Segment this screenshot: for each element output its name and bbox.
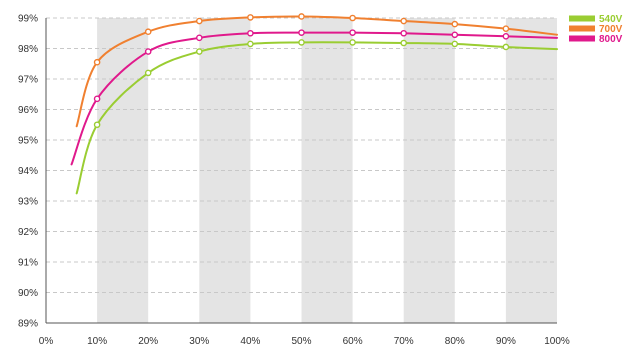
series-markers — [93, 13, 510, 129]
axes — [45, 18, 557, 324]
data-point-800V — [93, 95, 101, 103]
data-point-700V — [195, 17, 203, 25]
data-point-540V — [195, 48, 203, 55]
legend-label: 540V — [599, 14, 623, 25]
y-tick-label: 98% — [18, 44, 38, 55]
data-point-700V — [451, 20, 459, 28]
data-point-800V — [247, 29, 254, 37]
y-tick-label: 96% — [18, 105, 38, 116]
data-point-700V — [93, 58, 101, 66]
y-tick-label: 99% — [18, 14, 38, 25]
y-tick-label: 92% — [18, 227, 38, 238]
data-point-800V — [400, 29, 408, 37]
data-point-700V — [298, 13, 305, 20]
data-point-700V — [144, 28, 152, 36]
data-point-800V — [298, 29, 305, 36]
legend-label: 700V — [599, 24, 623, 35]
y-tick-label: 95% — [18, 136, 38, 147]
y-tick-label: 91% — [18, 258, 38, 269]
data-point-800V — [502, 33, 510, 40]
x-tick-label: 20% — [138, 336, 158, 347]
data-point-800V — [144, 48, 152, 55]
y-tick-label: 97% — [18, 75, 38, 86]
y-tick-label: 90% — [18, 288, 38, 299]
legend-swatch — [569, 35, 595, 42]
y-tick-labels: 89% 90% 91% 92% 93% 94% 95% 96% 97% 98% 99% — [18, 14, 38, 330]
data-point-700V — [502, 25, 510, 32]
x-tick-label: 80% — [445, 336, 465, 347]
x-tick-label: 70% — [394, 336, 414, 347]
y-tick-label: 94% — [18, 166, 38, 177]
y-tick-label: 89% — [18, 319, 38, 330]
data-point-700V — [349, 14, 356, 22]
x-tick-label: 40% — [240, 336, 260, 347]
data-point-540V — [451, 40, 459, 48]
data-point-540V — [298, 39, 305, 46]
y-tick-label: 93% — [18, 197, 38, 208]
data-point-540V — [502, 43, 510, 51]
data-point-540V — [349, 39, 356, 46]
data-point-540V — [247, 40, 254, 48]
x-tick-label: 90% — [496, 336, 516, 347]
data-point-540V — [93, 121, 101, 129]
data-point-800V — [349, 29, 356, 36]
data-point-800V — [451, 31, 459, 39]
legend-swatch — [569, 25, 595, 32]
data-point-700V — [400, 17, 408, 25]
x-tick-label: 10% — [87, 336, 107, 347]
data-point-540V — [400, 39, 408, 47]
legend-swatch — [569, 15, 595, 22]
data-point-800V — [195, 34, 203, 42]
x-tick-label: 30% — [189, 336, 209, 347]
x-tick-labels: 0% 10% 20% 30% 40% 50% 60% 70% 80% 90% 100% — [39, 336, 570, 347]
data-point-700V — [247, 14, 254, 21]
legend-label: 800V — [599, 34, 623, 45]
x-tick-label: 60% — [343, 336, 363, 347]
x-tick-label: 0% — [39, 336, 54, 347]
data-point-540V — [144, 69, 152, 77]
x-tick-label: 50% — [291, 336, 311, 347]
x-tick-label: 100% — [544, 336, 570, 347]
